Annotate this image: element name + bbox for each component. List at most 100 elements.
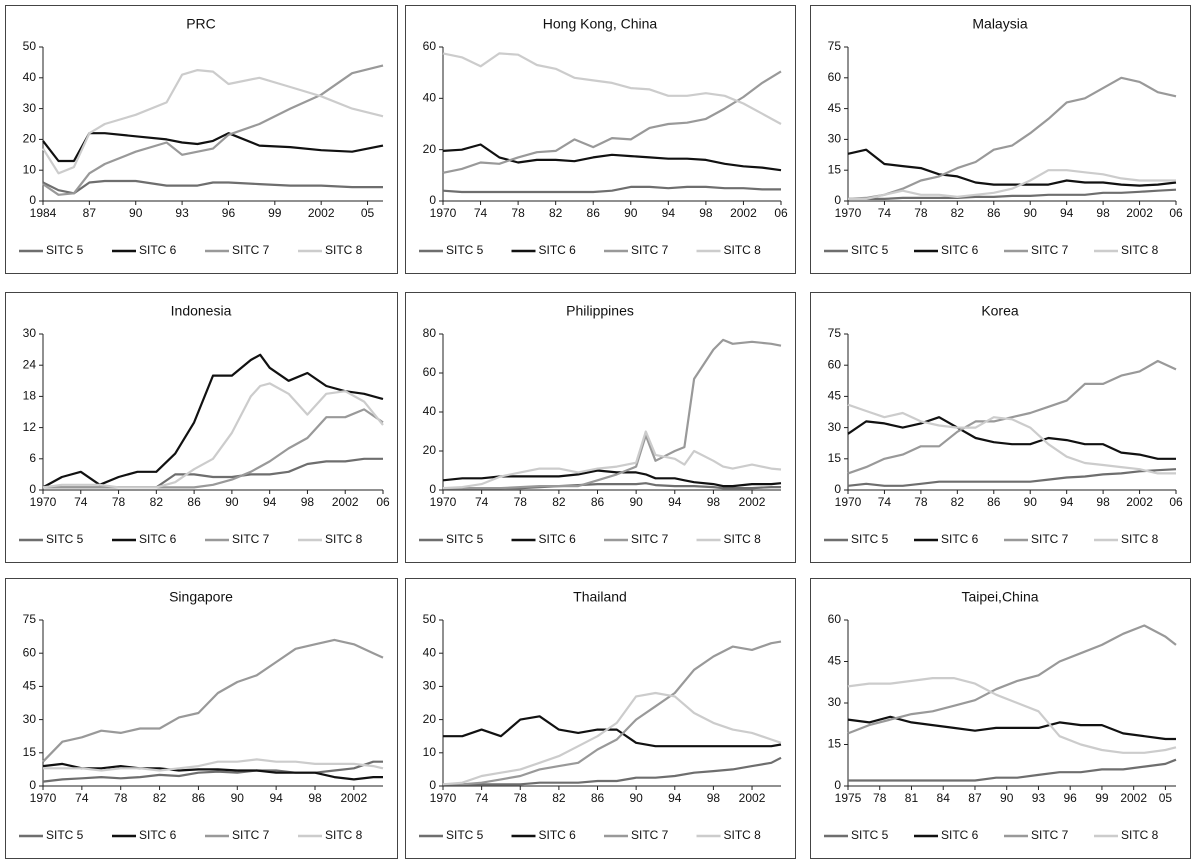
x-tick-label: 78	[514, 791, 528, 805]
y-tick-label: 80	[423, 326, 437, 340]
series-line	[442, 143, 782, 172]
legend-label: SITC 8	[325, 243, 363, 257]
legend-label: SITC 7	[1031, 828, 1069, 842]
x-tick-label: 2002	[1126, 206, 1153, 220]
y-tick-label: 10	[23, 162, 37, 176]
x-tick-label: 86	[587, 206, 601, 220]
x-tick-label: 78	[873, 791, 887, 805]
x-tick-label: 81	[905, 791, 919, 805]
legend-label: SITC 5	[46, 828, 84, 842]
x-tick-label: 74	[475, 791, 489, 805]
x-tick-label: 1970	[30, 791, 57, 805]
series-line	[848, 758, 1177, 782]
legend-label: SITC 6	[539, 532, 577, 546]
x-tick-label: 86	[591, 791, 605, 805]
x-tick-label: 86	[987, 495, 1001, 509]
x-tick-label: 94	[263, 495, 277, 509]
y-tick-label: 75	[828, 326, 842, 340]
legend-label: SITC 5	[851, 243, 889, 257]
y-tick-label: 0	[429, 778, 436, 792]
panel-frame	[810, 5, 1191, 274]
legend-label: SITC 5	[46, 532, 84, 546]
y-tick-label: 75	[828, 39, 842, 53]
y-tick-label: 60	[23, 645, 37, 659]
y-tick-label: 18	[23, 389, 37, 403]
x-tick-label: 90	[629, 495, 643, 509]
series-line	[42, 353, 384, 489]
x-tick-label: 96	[222, 206, 236, 220]
legend-label: SITC 7	[631, 828, 669, 842]
y-tick-label: 10	[423, 745, 437, 759]
x-tick-label: 94	[668, 791, 682, 805]
series-line	[43, 457, 383, 489]
x-tick-label: 98	[308, 791, 322, 805]
legend-label: SITC 6	[139, 243, 177, 257]
series-line	[42, 69, 384, 175]
y-tick-label: 45	[23, 679, 37, 693]
x-tick-label: 74	[878, 206, 892, 220]
x-tick-label: 05	[1159, 791, 1173, 805]
series-line	[442, 691, 782, 786]
panel: Korea 0 15 30 45 60 75 1970 74 78 82 86 90 94 98 2002 06…	[810, 292, 1191, 563]
series-line	[42, 638, 384, 763]
y-tick-label: 75	[23, 612, 37, 626]
x-tick-label: 94	[269, 791, 283, 805]
legend-label: SITC 7	[631, 243, 669, 257]
series-line	[442, 430, 782, 490]
x-tick-label: 1970	[835, 495, 862, 509]
series-line	[42, 762, 383, 781]
legend-label: SITC 6	[139, 828, 177, 842]
legend-label: SITC 6	[139, 532, 177, 546]
y-tick-label: 45	[828, 389, 842, 403]
series-line	[42, 132, 384, 163]
series-line	[847, 677, 1177, 754]
y-tick-label: 0	[29, 482, 36, 496]
series-line	[848, 169, 1176, 200]
y-tick-label: 0	[29, 193, 36, 207]
legend-label: SITC 7	[1031, 243, 1069, 257]
legend-label: SITC 6	[941, 532, 979, 546]
panel: Philippines 0 20 40 60 80 1970 74 78 82 86 90 94 98 20…	[405, 292, 796, 563]
series-line	[847, 148, 1177, 187]
x-tick-label: 82	[153, 791, 167, 805]
y-tick-label: 30	[23, 326, 37, 340]
y-tick-label: 15	[828, 451, 842, 465]
x-tick-label: 2002	[739, 495, 766, 509]
y-tick-label: 0	[834, 193, 841, 207]
x-tick-label: 06	[376, 495, 390, 509]
x-tick-label: 87	[968, 791, 982, 805]
series-line	[42, 382, 384, 489]
y-tick-label: 20	[23, 132, 37, 146]
legend-label: SITC 8	[325, 532, 363, 546]
x-tick-label: 2002	[730, 206, 757, 220]
y-tick-label: 0	[29, 778, 36, 792]
x-tick-label: 82	[150, 495, 164, 509]
panel: Malaysia 0 15 30 45 60 75 1970 74 78 82 86 90 94 98 200…	[810, 5, 1191, 274]
x-tick-label: 1970	[30, 495, 57, 509]
x-tick-label: 98	[1096, 495, 1110, 509]
x-tick-label: 98	[1096, 206, 1110, 220]
x-tick-label: 94	[1060, 495, 1074, 509]
y-tick-label: 60	[423, 365, 437, 379]
x-tick-label: 90	[225, 495, 239, 509]
y-tick-label: 50	[423, 612, 437, 626]
y-tick-label: 30	[23, 712, 37, 726]
y-tick-label: 60	[828, 357, 842, 371]
x-tick-label: 82	[951, 495, 965, 509]
x-tick-label: 78	[914, 206, 928, 220]
x-tick-label: 1970	[430, 206, 457, 220]
x-tick-label: 90	[629, 791, 643, 805]
x-tick-label: 2002	[332, 495, 359, 509]
x-tick-label: 1970	[835, 206, 862, 220]
panel-frame	[810, 578, 1191, 859]
panel: Thailand 0 10 20 30 40 50 1970 74 78 82 86 90 94 98 200…	[405, 578, 796, 859]
y-tick-label: 40	[423, 404, 437, 418]
y-tick-label: 30	[23, 101, 37, 115]
panel-frame	[405, 5, 796, 274]
y-tick-label: 30	[828, 132, 842, 146]
chart-title: Indonesia	[171, 303, 232, 319]
y-tick-label: 0	[429, 193, 436, 207]
x-tick-label: 06	[774, 206, 788, 220]
